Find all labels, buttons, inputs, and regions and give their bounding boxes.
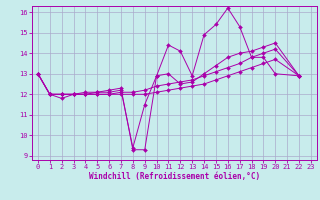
X-axis label: Windchill (Refroidissement éolien,°C): Windchill (Refroidissement éolien,°C) <box>89 172 260 181</box>
